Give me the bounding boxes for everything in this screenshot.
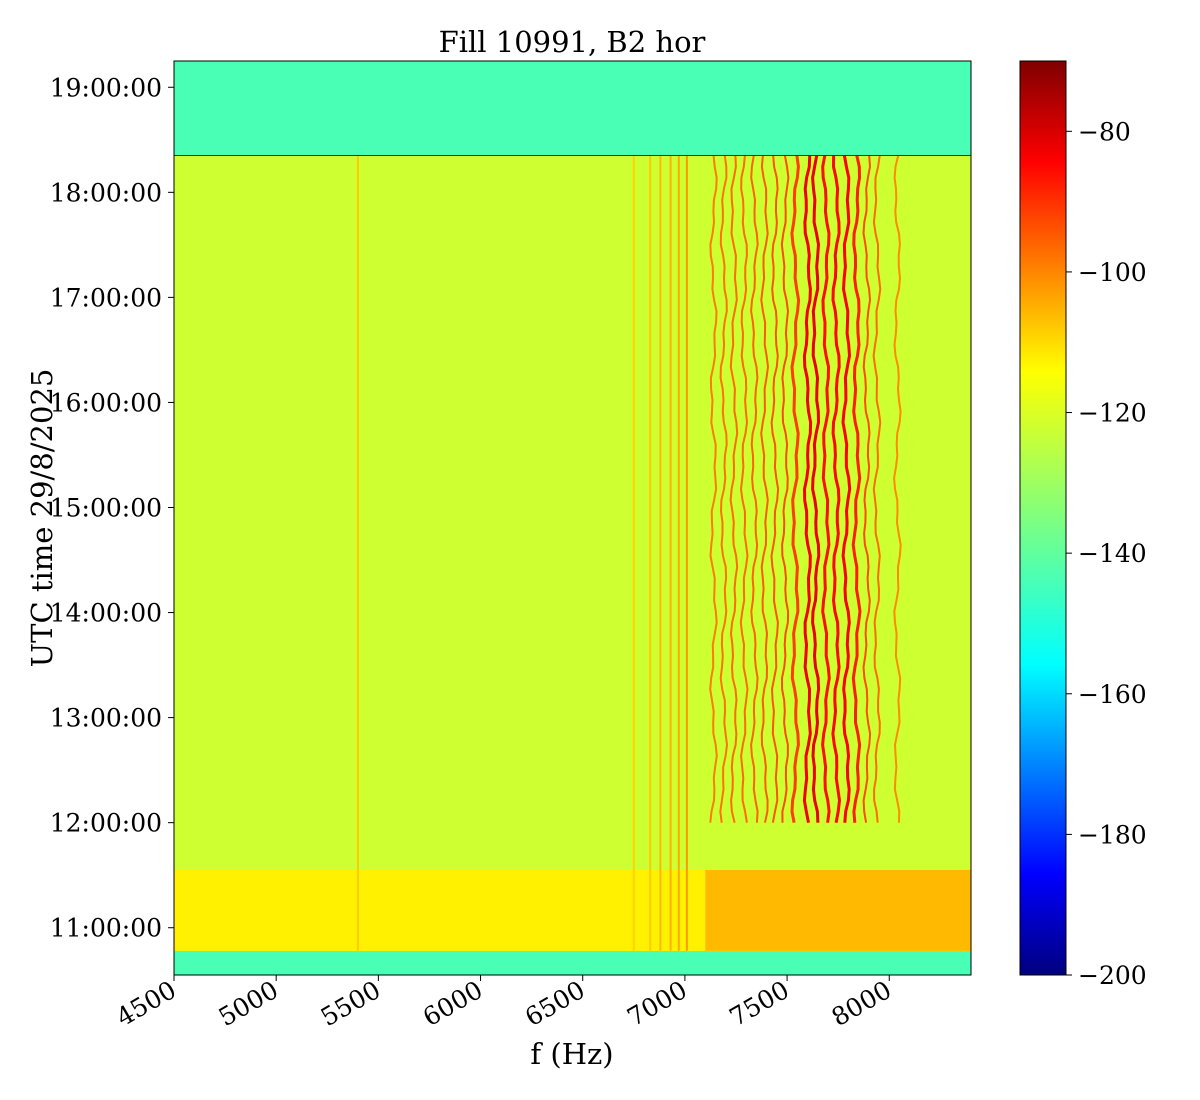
colorbar-tick-label: −200 (1078, 961, 1147, 990)
heatmap-area (174, 61, 971, 975)
spectral-line (893, 155, 902, 823)
x-tick-label: 4500 (111, 975, 181, 1032)
broadband-noise-band (705, 869, 971, 951)
colorbar-tick-label: −180 (1078, 820, 1147, 849)
spectral-line (750, 155, 759, 823)
y-tick-label: 12:00:00 (50, 809, 162, 838)
x-tick-label: 7500 (724, 975, 794, 1032)
colorbar-tick-label: −160 (1078, 680, 1147, 709)
y-tick-label: 11:00:00 (50, 914, 162, 943)
spectral-line (862, 155, 872, 823)
plot-frame (173, 60, 972, 976)
x-tick-label: 6500 (520, 975, 590, 1032)
x-tick-label: 8000 (827, 975, 897, 1032)
colorbar (1019, 60, 1067, 976)
y-tick-label: 14:00:00 (50, 599, 162, 628)
chart-title: Fill 10991, B2 hor (439, 25, 706, 59)
spectral-line (811, 155, 821, 823)
x-tick-label: 6000 (418, 975, 488, 1032)
quiet-band (174, 950, 971, 975)
spectral-line (739, 155, 749, 823)
y-axis-label: UTC time 29/8/2025 (25, 369, 59, 668)
x-axis: 4500 5000 5500 6000 6500 7000 7500 8000 (111, 975, 896, 1032)
y-tick-label: 15:00:00 (50, 493, 162, 522)
colorbar-axis: −80 −100 −120 −140 −160 −180 −200 (1066, 117, 1147, 990)
x-axis-label: f (Hz) (530, 1037, 613, 1071)
colorbar-tick-label: −100 (1078, 258, 1147, 287)
spectral-line (709, 155, 718, 823)
x-tick-label: 5000 (214, 975, 284, 1032)
spectral-line (719, 155, 729, 823)
spectral-line (851, 155, 862, 823)
y-axis: 11:00:00 12:00:00 13:00:00 14:00:00 15:00:00… (50, 73, 174, 943)
quiet-band (174, 61, 971, 156)
colorbar-tick-label: −140 (1078, 539, 1147, 568)
y-tick-label: 17:00:00 (50, 283, 162, 312)
spectral-line (770, 155, 780, 823)
spectral-line (821, 155, 831, 823)
colorbar-tick-label: −120 (1078, 399, 1147, 428)
spectral-line (831, 155, 842, 823)
colorbar-tick-label: −80 (1078, 117, 1131, 146)
spectral-line (802, 155, 813, 823)
spectral-line (841, 155, 852, 823)
y-tick-label: 19:00:00 (50, 73, 162, 102)
y-tick-label: 18:00:00 (50, 178, 162, 207)
spectral-line (729, 155, 739, 823)
heatmap-background (174, 61, 971, 975)
spectral-line (872, 155, 882, 823)
spectral-line (790, 155, 801, 823)
y-tick-label: 13:00:00 (50, 704, 162, 733)
y-tick-label: 16:00:00 (50, 388, 162, 417)
spectral-line (760, 155, 770, 823)
x-tick-label: 7000 (622, 975, 692, 1032)
x-tick-label: 5500 (316, 975, 386, 1032)
spectral-line (780, 155, 790, 823)
